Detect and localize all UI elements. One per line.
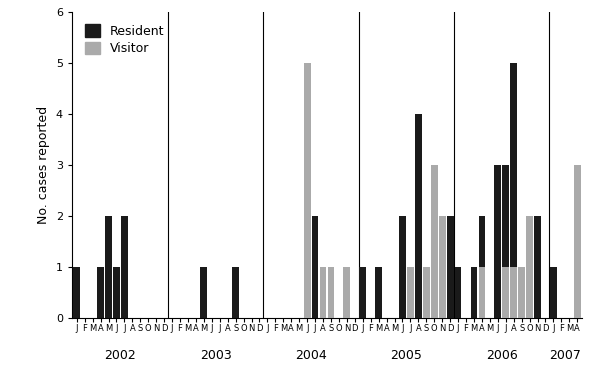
Bar bbox=[200, 267, 207, 318]
Bar bbox=[502, 165, 509, 318]
Bar bbox=[399, 216, 406, 318]
Y-axis label: No. cases reported: No. cases reported bbox=[37, 106, 50, 224]
Bar bbox=[431, 165, 437, 318]
Bar bbox=[415, 114, 422, 318]
Text: 2007: 2007 bbox=[550, 349, 581, 362]
Bar bbox=[431, 216, 437, 318]
Bar bbox=[439, 216, 446, 318]
Bar bbox=[121, 216, 128, 318]
Bar bbox=[343, 267, 350, 318]
Legend: Resident, Visitor: Resident, Visitor bbox=[78, 18, 170, 61]
Bar bbox=[359, 267, 366, 318]
Bar bbox=[320, 267, 326, 318]
Bar bbox=[470, 267, 478, 318]
Text: 2004: 2004 bbox=[295, 349, 327, 362]
Bar bbox=[479, 216, 485, 318]
Bar bbox=[375, 267, 382, 318]
Bar bbox=[423, 267, 430, 318]
Text: 2002: 2002 bbox=[104, 349, 136, 362]
Bar bbox=[455, 267, 461, 318]
Bar bbox=[105, 216, 112, 318]
Bar bbox=[232, 267, 239, 318]
Bar bbox=[328, 267, 334, 318]
Bar bbox=[511, 267, 517, 318]
Bar bbox=[407, 267, 414, 318]
Bar bbox=[97, 267, 104, 318]
Bar bbox=[328, 267, 334, 318]
Bar bbox=[447, 216, 454, 318]
Bar bbox=[494, 165, 501, 318]
Text: 2006: 2006 bbox=[486, 349, 518, 362]
Bar bbox=[526, 216, 533, 318]
Bar bbox=[113, 267, 120, 318]
Bar bbox=[550, 267, 557, 318]
Bar bbox=[304, 216, 311, 318]
Bar bbox=[574, 165, 581, 318]
Bar bbox=[304, 63, 311, 318]
Bar bbox=[511, 63, 517, 318]
Bar bbox=[343, 267, 350, 318]
Bar bbox=[526, 216, 533, 318]
Bar bbox=[502, 267, 509, 318]
Bar bbox=[534, 216, 541, 318]
Bar bbox=[73, 267, 80, 318]
Bar bbox=[518, 267, 525, 318]
Bar bbox=[312, 216, 319, 318]
Text: 2005: 2005 bbox=[391, 349, 422, 362]
Text: 2003: 2003 bbox=[200, 349, 232, 362]
Bar bbox=[479, 267, 485, 318]
